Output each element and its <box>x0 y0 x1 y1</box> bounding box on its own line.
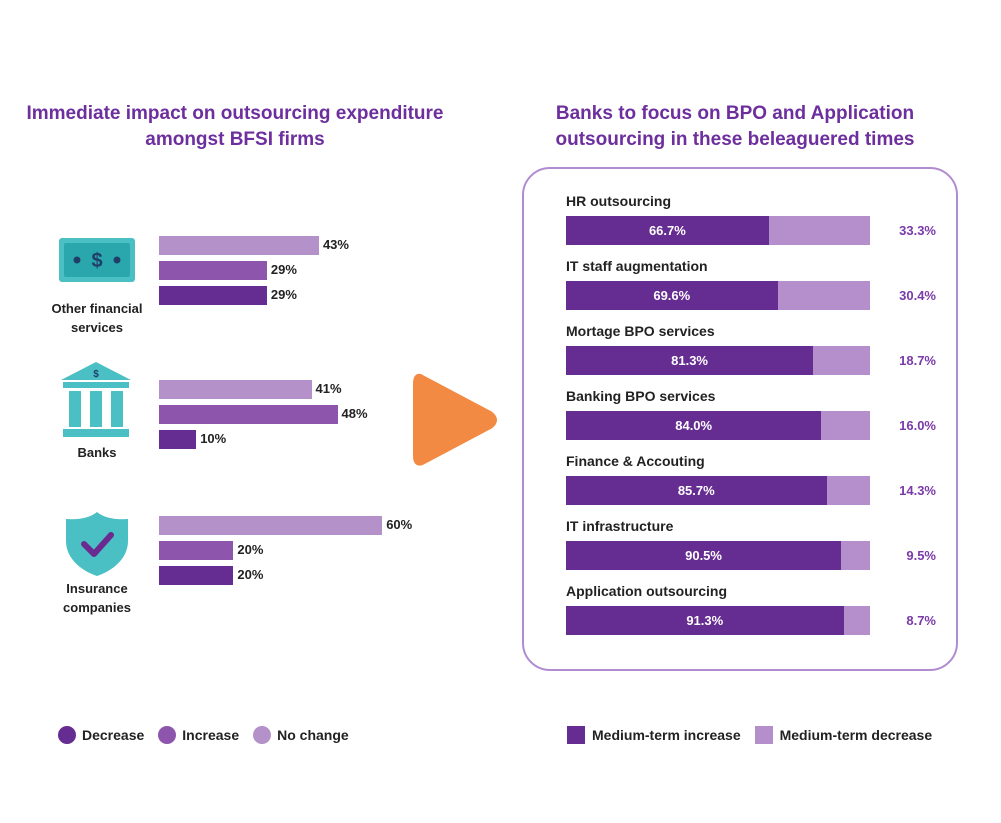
banks-label: Banks <box>77 445 117 460</box>
segment-medium-term-decrease <box>821 411 870 440</box>
service-label: Mortage BPO services <box>566 323 715 339</box>
svg-text:$: $ <box>93 369 99 380</box>
legend-label-decrease: Decrease <box>82 727 145 743</box>
bar-banks-no-change <box>159 380 312 399</box>
legend-item-increase: Increase <box>158 726 239 744</box>
bar-value-label: 29% <box>270 262 297 277</box>
service-label: Application outsourcing <box>566 583 727 599</box>
bar-value-label: 41% <box>315 381 342 396</box>
legend-swatch-decrease <box>58 726 76 744</box>
bar-value-label: 60% <box>386 517 413 532</box>
left-title-line-1: Immediate impact on outsourcing expendit… <box>26 103 444 124</box>
legend-label-medium-term-increase: Medium-term increase <box>592 727 741 743</box>
bar-insurance-companies-decrease <box>159 566 234 585</box>
bar-value-label: 10% <box>200 431 227 446</box>
other-label-line-2: services <box>70 320 124 335</box>
segment-medium-term-increase: 69.6% <box>566 281 778 310</box>
medium-term-decrease-value: 14.3% <box>899 483 936 498</box>
legend-item-no-change: No change <box>253 726 349 744</box>
service-label: Finance & Accouting <box>566 453 705 469</box>
right-legend: Medium-term increase Medium-term decreas… <box>567 726 932 744</box>
segment-medium-term-increase: 91.3% <box>566 606 844 635</box>
legend-item-medium-term-decrease: Medium-term decrease <box>754 726 933 744</box>
medium-term-decrease-value: 33.3% <box>899 223 936 238</box>
medium-term-decrease-value: 18.7% <box>899 353 936 368</box>
bar-banks-decrease <box>159 430 197 449</box>
bar-banks-increase <box>159 405 338 424</box>
segment-medium-term-decrease <box>826 476 870 505</box>
insurance-label-line-2: companies <box>63 600 131 615</box>
left-title-line-2: amongst BFSI firms <box>145 129 325 150</box>
svg-text:$: $ <box>91 250 102 272</box>
segment-medium-term-increase: 81.3% <box>566 346 814 375</box>
segment-medium-term-increase: 90.5% <box>566 541 842 570</box>
legend-item-decrease: Decrease <box>58 726 144 744</box>
segment-medium-term-decrease <box>841 541 870 570</box>
legend-label-medium-term-decrease: Medium-term decrease <box>779 727 933 743</box>
segment-medium-term-decrease <box>768 216 870 245</box>
right-chart-title: Banks to focus on BPO and Application ou… <box>520 101 950 153</box>
bar-value-label: 43% <box>322 237 349 252</box>
segment-medium-term-decrease <box>843 606 870 635</box>
dollar-bill-icon: $ <box>59 238 135 282</box>
category-label-banks: Banks <box>30 443 164 462</box>
shield-check-icon <box>66 512 128 576</box>
legend-item-medium-term-increase: Medium-term increase <box>567 726 741 744</box>
legend-label-increase: Increase <box>182 727 240 743</box>
segment-medium-term-decrease <box>777 281 870 310</box>
bar-other-financial-services-no-change <box>159 236 319 255</box>
service-label: IT staff augmentation <box>566 258 708 274</box>
other-label-line-1: Other financial <box>51 301 143 316</box>
right-title-line-2: outsourcing in these beleaguered times <box>555 129 915 150</box>
bar-insurance-companies-no-change <box>159 516 383 535</box>
bank-building-icon: $ <box>61 362 131 437</box>
insurance-label-line-1: Insurance <box>66 581 128 596</box>
bar-value-label: 20% <box>237 542 264 557</box>
right-chart-panel <box>522 167 958 671</box>
bar-insurance-companies-increase <box>159 541 234 560</box>
bar-value-label: 29% <box>270 287 297 302</box>
segment-medium-term-decrease <box>813 346 870 375</box>
legend-label-no-change: No change <box>277 727 349 743</box>
bar-other-financial-services-decrease <box>159 286 267 305</box>
medium-term-decrease-value: 8.7% <box>906 613 936 628</box>
service-label: Banking BPO services <box>566 388 716 404</box>
bar-other-financial-services-increase <box>159 261 267 280</box>
legend-swatch-increase <box>158 726 177 744</box>
category-label-other-financial-services: Other financial services <box>30 299 164 337</box>
segment-medium-term-increase: 85.7% <box>566 476 827 505</box>
legend-swatch-medium-term-decrease <box>754 726 773 744</box>
service-label: IT infrastructure <box>566 518 674 534</box>
segment-medium-term-increase: 84.0% <box>566 411 822 440</box>
bar-value-label: 48% <box>341 406 368 421</box>
play-arrow-icon <box>413 373 497 466</box>
medium-term-decrease-value: 16.0% <box>899 418 936 433</box>
left-chart-title: Immediate impact on outsourcing expendit… <box>0 101 470 153</box>
segment-medium-term-increase: 66.7% <box>566 216 769 245</box>
legend-swatch-no-change <box>253 726 272 744</box>
medium-term-decrease-value: 30.4% <box>899 288 936 303</box>
service-label: HR outsourcing <box>566 193 671 209</box>
legend-swatch-medium-term-increase <box>567 726 585 744</box>
category-label-insurance-companies: Insurance companies <box>30 579 164 617</box>
right-title-line-1: Banks to focus on BPO and Application <box>555 103 915 124</box>
bar-value-label: 20% <box>237 567 264 582</box>
medium-term-decrease-value: 9.5% <box>906 548 936 563</box>
left-legend: Decrease Increase No change <box>58 726 363 744</box>
